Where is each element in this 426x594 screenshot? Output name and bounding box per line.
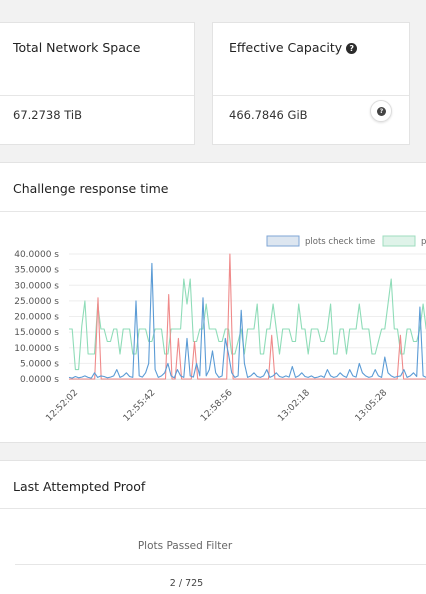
card-divider [0,211,426,212]
y-tick-label: 20.0000 s [14,313,59,323]
legend-label: pl [421,237,426,247]
y-tick-label: 0.0000 s [20,375,59,385]
total-network-space-title: Total Network Space [13,40,141,55]
legend-label: plots check time [305,237,375,247]
x-tick-label: 13:05:28 [354,388,390,424]
total-network-space-value: 67.2738 TiB [13,108,82,122]
legend-swatch [266,235,300,247]
capacity-help-button[interactable]: ? [370,100,392,122]
question-circle-icon: ? [377,107,386,116]
x-tick-label: 12:55:42 [122,388,158,424]
y-tick-label: 10.0000 s [14,344,59,354]
card-divider [0,508,426,509]
y-tick-label: 40.0000 s [14,250,59,260]
table-header-divider [15,564,426,565]
series-line [69,253,426,380]
effective-capacity-value: 466.7846 GiB [229,108,308,122]
challenge-response-card: Challenge response time plots check time… [0,162,426,443]
challenge-response-title: Challenge response time [13,181,169,196]
x-tick-label: 13:02:18 [276,388,312,424]
series-line [68,262,426,379]
y-tick-label: 15.0000 s [14,328,59,338]
last-attempted-proof-card: Last Attempted Proof Plots Passed Filter… [0,460,426,594]
effective-capacity-title: Effective Capacity [229,40,343,55]
card-divider [213,95,409,96]
series-line [69,278,426,371]
plots-passed-filter-value: 2 / 725 [169,578,204,589]
effective-capacity-card: Effective Capacity? 466.7846 GiB ? [212,22,410,145]
card-divider [0,95,194,96]
legend-swatch [382,235,416,247]
total-network-space-card: Total Network Space 67.2738 TiB [0,22,195,145]
last-attempted-proof-title: Last Attempted Proof [13,479,146,494]
x-tick-label: 12:52:02 [44,388,80,424]
y-tick-label: 35.0000 s [14,266,59,276]
plots-passed-filter-header: Plots Passed Filter [137,540,233,552]
question-circle-icon[interactable]: ? [346,43,358,54]
effective-capacity-title-row: Effective Capacity? [229,40,358,55]
y-tick-label: 25.0000 s [14,297,59,307]
x-tick-label: 12:58:56 [199,388,235,424]
y-tick-label: 5.0000 s [20,359,59,369]
challenge-response-chart: plots check time pl 40.0000 s 35.0000 s 30.0… [14,235,426,424]
y-tick-label: 30.0000 s [14,281,59,291]
